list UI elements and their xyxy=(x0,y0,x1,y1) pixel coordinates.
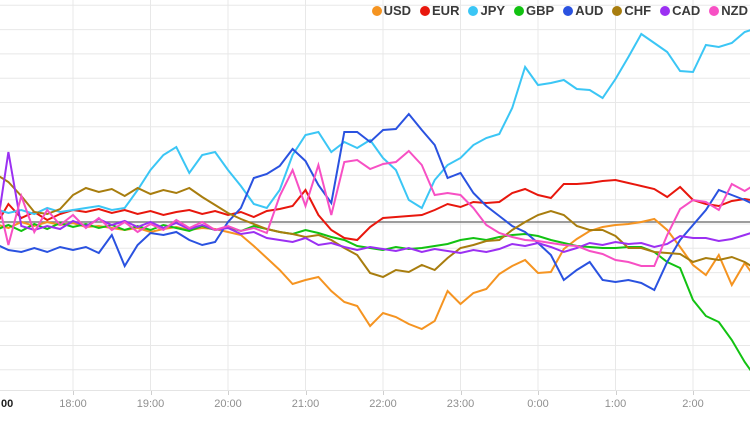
legend-dot-jpy xyxy=(468,5,479,16)
legend-label: CHF xyxy=(624,3,652,18)
legend-item-gbp[interactable]: GBP xyxy=(514,4,554,17)
x-axis-tick xyxy=(73,391,74,395)
x-axis-label: 20:00 xyxy=(214,398,242,410)
series-line-aud xyxy=(0,112,750,292)
legend-label: EUR xyxy=(432,3,460,18)
legend-dot-aud xyxy=(563,5,574,16)
x-axis-label: 00 xyxy=(1,398,14,410)
legend-dot-chf xyxy=(612,5,623,16)
x-axis-label: 22:00 xyxy=(369,398,397,410)
legend-label: JPY xyxy=(480,3,506,18)
x-axis-label: 0:00 xyxy=(527,398,549,410)
legend-dot-eur xyxy=(420,5,431,16)
chart-area[interactable] xyxy=(0,0,750,390)
legend: USD EUR JPY GBP AUD CHF CAD NZD xyxy=(371,3,748,18)
legend-item-eur[interactable]: EUR xyxy=(420,4,459,17)
legend-item-jpy[interactable]: JPY xyxy=(468,4,505,17)
legend-item-cad[interactable]: CAD xyxy=(660,4,700,17)
x-axis-tick xyxy=(460,391,462,395)
legend-dot-gbp xyxy=(514,5,525,16)
legend-item-nzd[interactable]: NZD xyxy=(709,4,748,17)
legend-item-aud[interactable]: AUD xyxy=(563,4,603,17)
legend-label: NZD xyxy=(721,3,748,18)
x-axis-label: 21:00 xyxy=(291,398,320,410)
x-axis: 00 18:00 19:00 20:00 21:00 22:00 23:00 0:00 1:00… xyxy=(0,390,750,430)
plot-svg xyxy=(0,0,750,390)
legend-dot-nzd xyxy=(709,5,720,16)
x-axis-label: 1:00 xyxy=(604,398,627,410)
x-axis-label: 2:00 xyxy=(682,398,704,410)
x-axis-tick xyxy=(228,391,229,395)
series-line-chf xyxy=(0,175,750,279)
legend-item-chf[interactable]: CHF xyxy=(612,4,651,17)
legend-dot-cad xyxy=(660,5,671,16)
legend-dot-usd xyxy=(371,5,382,16)
series-line-eur xyxy=(0,178,750,242)
x-axis-tick xyxy=(383,391,384,395)
legend-label: USD xyxy=(383,3,412,18)
legend-label: CAD xyxy=(672,3,701,18)
series-line-nzd xyxy=(0,149,750,267)
legend-label: AUD xyxy=(575,3,604,18)
x-axis-label: 19:00 xyxy=(136,398,165,410)
x-axis-tick xyxy=(693,391,694,395)
x-axis-tick xyxy=(615,391,617,395)
x-axis-tick xyxy=(305,391,307,395)
series-line-cad xyxy=(0,151,750,255)
x-axis-label: 23:00 xyxy=(446,398,475,410)
x-axis-tick xyxy=(538,391,539,395)
x-axis-label: 18:00 xyxy=(59,398,87,410)
x-axis-tick xyxy=(150,391,152,395)
legend-item-usd[interactable]: USD xyxy=(371,3,412,18)
series-line-jpy xyxy=(0,29,750,216)
legend-label: GBP xyxy=(526,3,555,18)
